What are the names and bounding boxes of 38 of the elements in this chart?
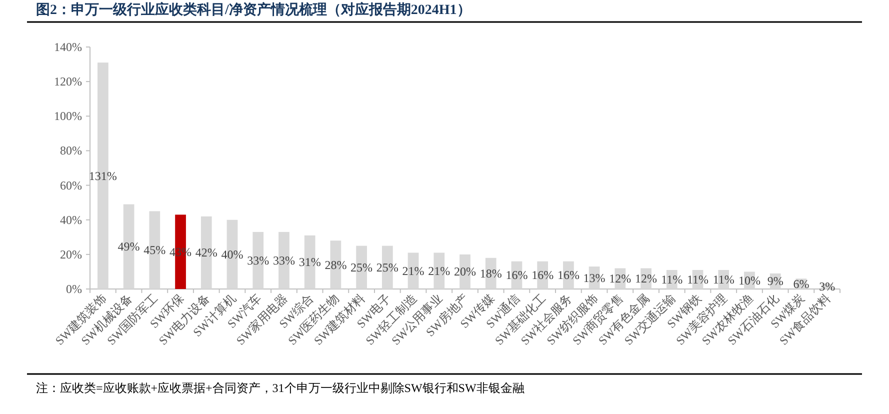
data-label: 16% <box>557 268 580 282</box>
data-label: 11% <box>712 272 734 286</box>
data-label: 49% <box>118 240 140 254</box>
text: 注：应收类=应收账款+应收票据+合同资产，31个申万一级行业中剔除SW银行和SW非银金融 <box>36 381 524 395</box>
data-label: 12% <box>609 272 632 286</box>
data-label: 11% <box>661 272 683 286</box>
data-label: 3% <box>819 279 836 294</box>
data-label: 13% <box>583 270 606 285</box>
data-label: 25% <box>350 260 373 274</box>
data-label: 33% <box>272 253 295 268</box>
data-label: 12% <box>635 272 658 286</box>
data-label: 16% <box>532 268 554 282</box>
data-label: 131% <box>88 168 117 183</box>
y-tick-label: 80% <box>60 144 82 158</box>
y-tick-label: 40% <box>60 212 82 227</box>
data-label: 28% <box>324 258 347 272</box>
data-label: 11% <box>686 272 709 286</box>
y-tick-label: 0% <box>66 282 82 296</box>
y-tick-label: 100% <box>54 109 82 124</box>
data-label: 25% <box>376 260 398 274</box>
y-tick-label: 60% <box>60 178 82 192</box>
y-tick-label: 20% <box>60 247 82 262</box>
data-label: 10% <box>738 273 760 288</box>
data-label: 20% <box>454 264 476 279</box>
data-label: 42% <box>195 246 218 260</box>
y-tick-label: 140% <box>54 40 82 54</box>
data-label: 31% <box>298 255 321 270</box>
data-label: 9% <box>767 274 784 288</box>
data-label: 18% <box>480 266 502 280</box>
data-label: 21% <box>402 264 424 278</box>
data-label: 33% <box>247 253 270 268</box>
data-label: 40% <box>221 247 244 262</box>
data-label: 6% <box>793 276 810 291</box>
data-label: 16% <box>506 268 528 282</box>
y-tick-label: 120% <box>54 74 82 89</box>
chart-title: 图2：申万一级行业应收类科目/净资产情况梳理（对应报告期2024H1） <box>36 1 471 18</box>
data-label: 21% <box>428 264 450 278</box>
data-label: 45% <box>144 243 166 258</box>
